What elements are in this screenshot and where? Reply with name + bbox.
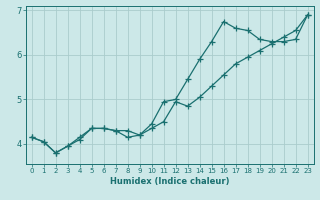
X-axis label: Humidex (Indice chaleur): Humidex (Indice chaleur) (110, 177, 229, 186)
